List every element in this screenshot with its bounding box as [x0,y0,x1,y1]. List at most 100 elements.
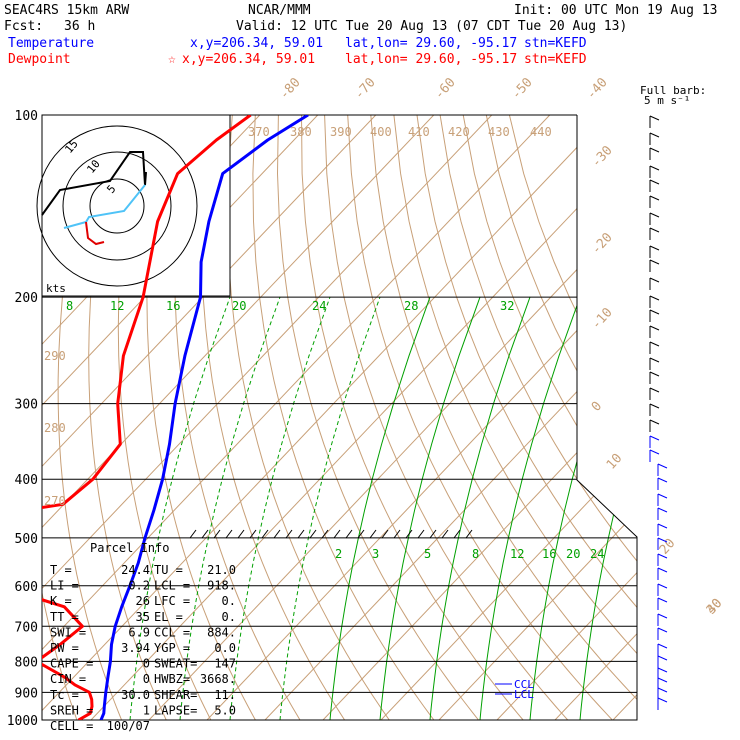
valid-label: Valid: 12 UTC Tue 20 Aug 13 (07 CDT Tue … [236,19,627,34]
wind-barb-flag [649,325,660,331]
model-label: SEAC4RS 15km ARW [4,3,129,18]
parcel-row-label: YGP = [154,641,190,655]
wind-barb-flag [649,147,660,153]
parcel-info-title: Parcel Info [90,541,169,555]
hatch-mark [213,529,221,539]
wind-barb-flag [649,371,660,377]
wind-barb-flag [649,115,660,121]
mixing-ratio-label: 8 [472,547,479,561]
parcel-row-label: SREH = [50,703,93,717]
plot-frame [41,115,638,721]
parcel-row-value: 35 [136,610,150,624]
parcel-row-label: TU = [154,563,183,577]
temperature-latlon: lat,lon= 29.60, -95.17 [345,36,517,51]
hatch-mark [393,529,401,539]
parcel-row-label: LAPSE= [154,703,197,717]
mixing-ratio-label: 24 [590,547,604,561]
isotherm-line [438,115,637,720]
dry-adiabat-line [146,115,256,720]
parcel-row-value: 0.0 [214,641,236,655]
dry-adiabat-line [174,115,301,720]
hatch-mark [237,529,245,539]
pressure-label-200: 200 [15,291,38,306]
parcel-row-value: 3.94 [121,641,150,655]
hodograph-red-trace [85,221,105,246]
hatch-mark [417,529,425,539]
lcl-marker: LCL [514,688,534,701]
wind-barb-flag [657,627,668,633]
wind-barbs: Full barb: 5 m s⁻¹ [640,84,706,710]
barb-legend-unit: 5 m s⁻¹ [644,94,690,107]
parcel-row-label: EL = [154,610,183,624]
parcel-row-label: LI = [50,579,79,593]
dry-adiabat-line [57,115,123,720]
pressure-label-700: 700 [15,620,38,635]
hodograph: 15 10 5 kts [36,114,231,297]
wind-barb-flag [657,477,668,483]
isotherm-label: -10 [589,305,616,332]
fcst-value: 36 h [64,19,95,34]
mixing-ratio-label: 16 [542,547,556,561]
theta-label: 420 [448,125,470,139]
pressure-label-800: 800 [15,655,38,670]
wind-barb-flag [649,435,660,441]
wind-barb-flag [657,667,668,673]
wind-barb-flag [657,655,668,661]
theta-label: 440 [530,125,552,139]
isotherm-label: 0 [589,399,605,415]
dry-adiabat-line [393,115,637,720]
isotherm-label: -60 [432,75,459,102]
wind-barb-flag [657,677,668,683]
wind-barb-flag [657,613,668,619]
wind-barb-flag [649,212,660,218]
hatch-mark [249,529,257,539]
isotherm-line [42,115,377,720]
parcel-row-label: SWEAT= [154,657,197,671]
wind-barb-flag [649,449,660,455]
hodograph-ring-10 [62,151,172,261]
parcel-row-value: 918. [207,579,236,593]
init-label: Init: 00 UTC Mon 19 Aug 13 [514,3,718,18]
dry-adiabat-line [347,115,613,720]
isotherm-line [380,115,637,720]
wind-barb-flag [657,507,668,513]
org-label: NCAR/MMM [248,3,311,18]
temperature-trace [99,115,309,720]
wind-barb-flag [649,165,660,171]
ccl-marker: CCL [514,678,534,691]
theta-label: 410 [408,125,430,139]
parcel-row-label: CAPE = [50,657,93,671]
wind-barb-flag [649,341,660,347]
dry-adiabat-line [508,115,637,720]
dry-adiabat-line [276,115,479,720]
pressure-label-300: 300 [15,398,38,413]
parcel-row-label: CCL = [154,625,190,639]
isotherm-line [42,115,435,720]
dewpoint-star-icon: ☆ [168,52,176,67]
parcel-row-label: CELL = [50,719,93,733]
temperature-xy: x,y=206.34, 59.01 [190,36,323,51]
wind-barb-flag [649,357,660,363]
sounding-traces [42,115,309,720]
pressure-axis-labels: 100 200 300 400 500 600 700 800 900 1000 [7,109,38,729]
dry-adiabat-line [370,115,637,720]
wind-barb-flag [649,195,660,201]
mixing-ratio-label: 8 [66,299,73,313]
dry-adiabat-line [301,115,524,720]
hatch-mark [441,529,449,539]
parcel-row-label: K = [50,594,72,608]
barb-legend-title: Full barb: [640,84,706,97]
parcel-row-label: LCL = [154,579,190,593]
pressure-label-500: 500 [15,532,38,547]
hodograph-ring-15 [36,125,198,287]
hatch-mark [321,529,329,539]
isotherm-label: -50 [509,75,536,102]
dry-adiabat-line [485,115,637,720]
dry-adiabat-line [88,115,167,720]
hatch-mark [405,529,413,539]
wind-barb-flag [649,132,660,138]
dewpoint-latlon: lat,lon= 29.60, -95.17 [345,52,517,67]
parcel-row-value: 147 [214,657,236,671]
wind-barb-flag [657,687,668,693]
dewpoint-legend: Dewpoint [8,52,71,67]
